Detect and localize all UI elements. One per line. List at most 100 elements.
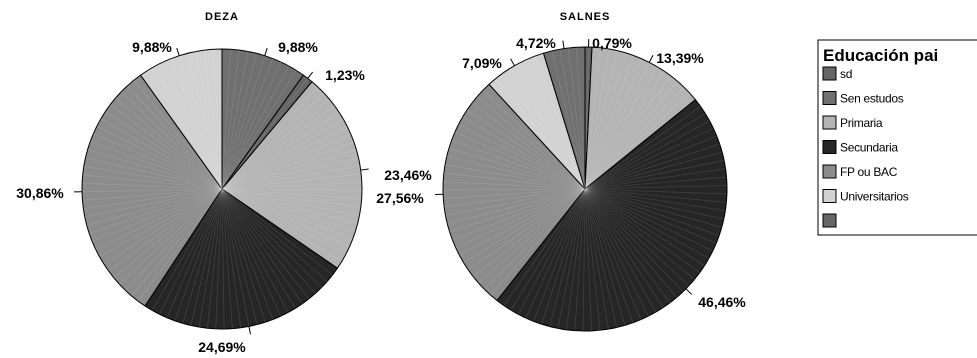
pie-deza-slice-shade xyxy=(221,141,355,190)
pie-deza-slice-shade xyxy=(221,188,310,299)
pie-salnes-slice-shade xyxy=(584,135,717,190)
pie-salnes-slice-shade xyxy=(541,188,586,325)
legend: Educación pai sd Sen estudos Primaria Secun… xyxy=(817,39,977,236)
pie-salnes-leader-line xyxy=(510,58,515,66)
pie-deza-slice-fp-ou-bac xyxy=(81,74,223,307)
pie-salnes-slice-shade xyxy=(584,188,690,287)
pie-salnes-slice-shade xyxy=(449,188,586,233)
pie-deza-slice-shade xyxy=(221,55,266,190)
legend-swatch xyxy=(822,91,837,105)
pie-deza-slice-shade xyxy=(82,174,223,190)
pie-deza-slice-shade xyxy=(84,188,223,218)
pie-salnes-slice-shade xyxy=(463,188,586,263)
pie-deza-slice-shade xyxy=(221,98,330,190)
pie-salnes-label-secundaria: 46,46% xyxy=(698,294,746,310)
pie-salnes-slice-shade xyxy=(584,52,626,190)
pie-deza-slice-shade xyxy=(82,182,223,190)
pie-salnes-slice-shade xyxy=(584,188,722,228)
pie-salnes-slice-primaria xyxy=(584,46,697,191)
pie-deza-slice-primaria xyxy=(221,81,363,269)
pie-salnes-slice-shade xyxy=(443,172,586,190)
pie-deza-slice-shade xyxy=(221,51,249,190)
pie-deza-label-primaria: 23,46% xyxy=(384,167,432,183)
pie-deza-slice-shade xyxy=(221,65,290,190)
pie-salnes-slice-shade xyxy=(459,188,586,256)
legend-entry-label: Universitarios xyxy=(840,190,909,204)
pie-deza-slice-shade xyxy=(108,188,223,272)
pie-deza-slice-shade xyxy=(187,53,223,190)
pie-salnes-slice-shade xyxy=(533,188,586,322)
pie-deza-slice-shade xyxy=(221,188,266,323)
pie-deza-slice-shade xyxy=(100,118,223,190)
pie-deza-slice-shade xyxy=(113,188,223,278)
pie-deza-slice-shade xyxy=(92,188,223,242)
pie-salnes-slice-shade xyxy=(584,47,601,190)
pie-deza-leader-line xyxy=(176,47,180,56)
pie-salnes: SALNES 0,79% 13,39% 46,46% 27,56% 7,09% 4,72% xyxy=(376,11,746,332)
pie-deza-slice-shade xyxy=(115,97,223,190)
pie-salnes-slice-shade xyxy=(584,188,727,195)
pie-salnes-slice-shade xyxy=(503,188,586,306)
pie-deza-slice-shade xyxy=(154,65,223,190)
pie-salnes-slice-shade xyxy=(584,188,593,331)
pie-deza-slice-shade xyxy=(103,188,223,265)
pie-salnes-slice-shade xyxy=(448,147,586,190)
pie-salnes-slice-shade xyxy=(452,188,586,241)
pie-deza-slice-shade xyxy=(221,173,362,190)
pie-deza-slice-shade xyxy=(221,188,225,329)
pie-deza-slice-shade xyxy=(221,188,356,232)
pie-deza-slice-shade xyxy=(221,188,350,248)
pie-salnes-slice-shade xyxy=(446,155,586,190)
legend-swatch xyxy=(822,213,837,228)
pie-deza-slice-shade xyxy=(221,53,257,190)
pie-salnes-slice-secundaria xyxy=(496,99,728,332)
pie-deza-labels: 9,88% 1,23% 23,46% 24,69% 30,86% 9,88% xyxy=(16,39,432,355)
pie-salnes-slice-shade xyxy=(471,102,586,190)
pie-salnes-slice-shade xyxy=(584,188,664,308)
pie-salnes-leader-line xyxy=(562,40,565,49)
legend-entry-label: FP ou BAC xyxy=(840,165,898,179)
legend-box xyxy=(817,39,977,236)
pie-salnes-slice-shade xyxy=(567,47,586,190)
pie-salnes-slice-shade xyxy=(559,49,586,190)
pie-deza-slice-shade xyxy=(162,61,223,190)
pie-deza-slice-shade xyxy=(96,125,223,190)
pie-salnes-slice-shade xyxy=(584,188,705,267)
pie-salnes-slice-shade xyxy=(526,59,586,190)
pie-salnes-label-fp-ou-bac: 27,56% xyxy=(376,190,424,206)
pie-deza-slice-shade xyxy=(221,188,233,329)
pie-deza-slice-shade xyxy=(221,188,362,192)
pie-deza-slice-shade xyxy=(133,80,223,190)
pie-deza-slice-shade xyxy=(121,91,223,190)
pie-salnes-slice-shade xyxy=(584,86,685,190)
pie-salnes-slice-shade xyxy=(549,188,586,327)
pie-deza-slice-shade xyxy=(221,188,258,325)
pie-deza-slice-shade xyxy=(221,188,358,224)
pie-salnes-slice-shade xyxy=(576,47,586,190)
pie-salnes-slice-shade xyxy=(584,188,695,280)
pie-salnes-slice-shade xyxy=(584,127,714,190)
legend-swatch xyxy=(822,115,837,130)
pie-salnes-slice-shade xyxy=(582,188,586,331)
pie-salnes-slice-shade xyxy=(584,188,649,317)
pie-salnes-slice-shade xyxy=(584,188,642,320)
pie-deza-slice-shade xyxy=(221,188,250,327)
pie-deza-slice-shade xyxy=(89,188,223,234)
pie-deza-slice-shade xyxy=(147,70,223,190)
pie-deza-slice-shade xyxy=(174,188,223,321)
pie-salnes-slice-sen-estudos xyxy=(542,46,586,190)
pie-salnes-slice-shade xyxy=(557,188,586,329)
pie-deza-slice-shade xyxy=(82,188,223,193)
pie-salnes-slice-shade xyxy=(584,113,706,190)
legend-swatch xyxy=(822,189,837,203)
pie-deza-slice-shade xyxy=(131,188,223,297)
pie-salnes-slice-shade xyxy=(444,188,586,208)
pie-deza-slice-shade xyxy=(86,188,223,226)
pie-deza-slice-shade xyxy=(221,149,357,190)
pie-deza-label-secundaria: 24,69% xyxy=(198,339,246,355)
pie-salnes-leader-line xyxy=(648,55,654,63)
pie-deza-slice-shade xyxy=(221,188,360,216)
pie-deza-slice-shade xyxy=(221,188,362,200)
pie-salnes-slice-shade xyxy=(584,188,720,236)
